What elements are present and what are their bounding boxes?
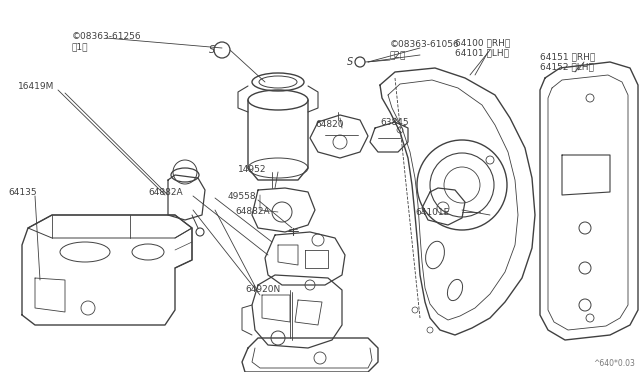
Text: 49558: 49558 bbox=[228, 192, 257, 201]
Text: 63845: 63845 bbox=[380, 118, 408, 127]
Text: ^640*0.03: ^640*0.03 bbox=[593, 359, 635, 368]
Text: 64101E: 64101E bbox=[415, 208, 449, 217]
Text: 64135: 64135 bbox=[8, 188, 36, 197]
Text: 16419M: 16419M bbox=[18, 82, 54, 91]
Text: S: S bbox=[209, 45, 215, 55]
Text: S: S bbox=[347, 57, 353, 67]
Text: ©08363-61056
（2）: ©08363-61056 （2） bbox=[390, 40, 460, 60]
Text: 64882A: 64882A bbox=[148, 188, 182, 197]
Text: ©08363-61256
（1）: ©08363-61256 （1） bbox=[72, 32, 141, 51]
Text: 64882A: 64882A bbox=[235, 207, 269, 216]
Text: 64100 （RH）
64101 （LH）: 64100 （RH） 64101 （LH） bbox=[455, 38, 510, 57]
Text: 64820: 64820 bbox=[315, 120, 344, 129]
Text: 64151 （RH）
64152 （LH）: 64151 （RH） 64152 （LH） bbox=[540, 52, 595, 71]
Text: 64920N: 64920N bbox=[245, 285, 280, 294]
Text: 14952: 14952 bbox=[238, 165, 266, 174]
